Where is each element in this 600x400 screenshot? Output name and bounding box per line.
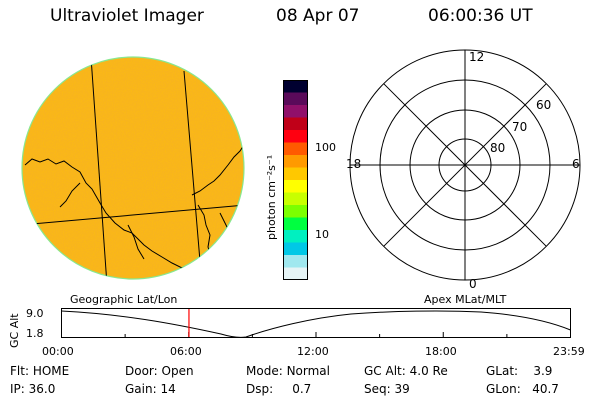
info-key: GLat:	[486, 364, 519, 378]
info-key: Gain:	[125, 382, 157, 396]
info-gc-alt: GC Alt: 4.0 Re	[364, 364, 448, 378]
colorbar-cell	[283, 230, 308, 244]
colorbar-cell	[283, 217, 308, 231]
mlt-label-0: 0	[469, 277, 477, 290]
colorbar-cell	[283, 180, 308, 194]
colorbar-cell	[283, 205, 308, 219]
coastline	[59, 182, 81, 208]
apex-label: Apex MLat/MLT	[424, 293, 507, 306]
colorbar-tick-10: 10	[315, 228, 329, 241]
timeline-y-title: GC Alt	[8, 313, 21, 348]
colorbar-cell	[283, 255, 308, 269]
colorbar-cell	[283, 142, 308, 156]
altitude-curve	[61, 310, 571, 338]
colorbar-cell	[283, 192, 308, 206]
info-key: GC Alt:	[364, 364, 406, 378]
info-value: 3.9	[533, 364, 553, 378]
lat-label-70: 70	[512, 120, 527, 134]
colorbar-cell	[283, 105, 308, 119]
info-key: IP:	[10, 382, 25, 396]
colorbar-cell	[283, 242, 308, 256]
mlt-label-12: 12	[469, 50, 484, 64]
instrument-title: Ultraviolet Imager	[50, 6, 204, 26]
colorbar-cell	[283, 155, 308, 169]
info-value: 39	[394, 382, 410, 396]
info-value: 0.7	[292, 382, 312, 396]
info-key: Mode:	[246, 364, 283, 378]
colorbar-tick-100: 100	[315, 141, 336, 154]
info-door: Door: Open	[125, 364, 194, 378]
colorbar-cell	[283, 117, 308, 131]
coastline	[191, 144, 244, 196]
info-seq: Seq: 39	[364, 382, 410, 396]
mlt-label-18: 18	[346, 157, 361, 171]
intensity-noise	[22, 57, 244, 279]
x-tick-0600: 06:00	[170, 345, 202, 358]
timeline-y-max: 9.0	[26, 307, 44, 320]
color-scale-bar	[283, 80, 308, 280]
lat-label-60: 60	[536, 98, 551, 112]
info-key: Door:	[125, 364, 158, 378]
info-key: GLon:	[486, 382, 521, 396]
coastline	[24, 158, 191, 269]
info-value: Open	[161, 364, 194, 378]
colorbar-cell	[283, 267, 308, 280]
info-mode: Mode: Normal	[246, 364, 330, 378]
info-ip: IP: 36.0	[10, 382, 55, 396]
meridian-line	[183, 70, 203, 279]
colorbar-cell	[283, 92, 308, 106]
info-value: 40.7	[532, 382, 559, 396]
meridian-line	[90, 57, 108, 279]
latitude-line	[22, 204, 244, 226]
lat-label-80: 80	[490, 141, 505, 155]
info-key: Dsp:	[246, 382, 274, 396]
colorbar-frame	[283, 80, 308, 280]
geographic-label: Geographic Lat/Lon	[70, 293, 178, 306]
altitude-timeline	[61, 308, 571, 338]
info-value: 36.0	[28, 382, 56, 396]
info-gain: Gain: 14	[125, 382, 176, 396]
date-label: 08 Apr 07	[276, 6, 360, 26]
x-tick-1800: 18:00	[425, 345, 457, 358]
x-tick-0000: 00:00	[42, 345, 74, 358]
info-flt: Flt: HOME	[10, 364, 69, 378]
x-tick-2359: 23:59	[553, 345, 585, 358]
info-dsp: Dsp: 0.7	[246, 382, 311, 396]
polar-plot: 12 18 6 0 60 70 80	[346, 49, 581, 290]
info-glat: GLat: 3.9	[486, 364, 552, 378]
info-value: Normal	[286, 364, 330, 378]
timeline-frame	[61, 308, 571, 338]
polar-axis-diagonal	[383, 83, 547, 247]
info-value: 14	[160, 382, 176, 396]
info-key: Flt:	[10, 364, 29, 378]
uv-earth-image	[21, 56, 245, 280]
time-label: 06:00:36 UT	[428, 6, 533, 26]
info-key: Seq:	[364, 382, 391, 396]
colorbar-unit-label: photon cm⁻²s⁻¹	[265, 154, 278, 240]
info-value: HOME	[32, 364, 70, 378]
mlt-label-6: 6	[572, 157, 580, 171]
info-value: 4.0 Re	[409, 364, 448, 378]
coastline	[127, 224, 145, 260]
info-glon: GLon: 40.7	[486, 382, 559, 396]
x-tick-1200: 12:00	[297, 345, 329, 358]
disk-limb	[21, 56, 245, 280]
colorbar-cell	[283, 80, 308, 94]
colorbar-cell	[283, 167, 308, 181]
colorbar-cell	[283, 130, 308, 144]
timeline-y-min: 1.8	[26, 327, 44, 340]
